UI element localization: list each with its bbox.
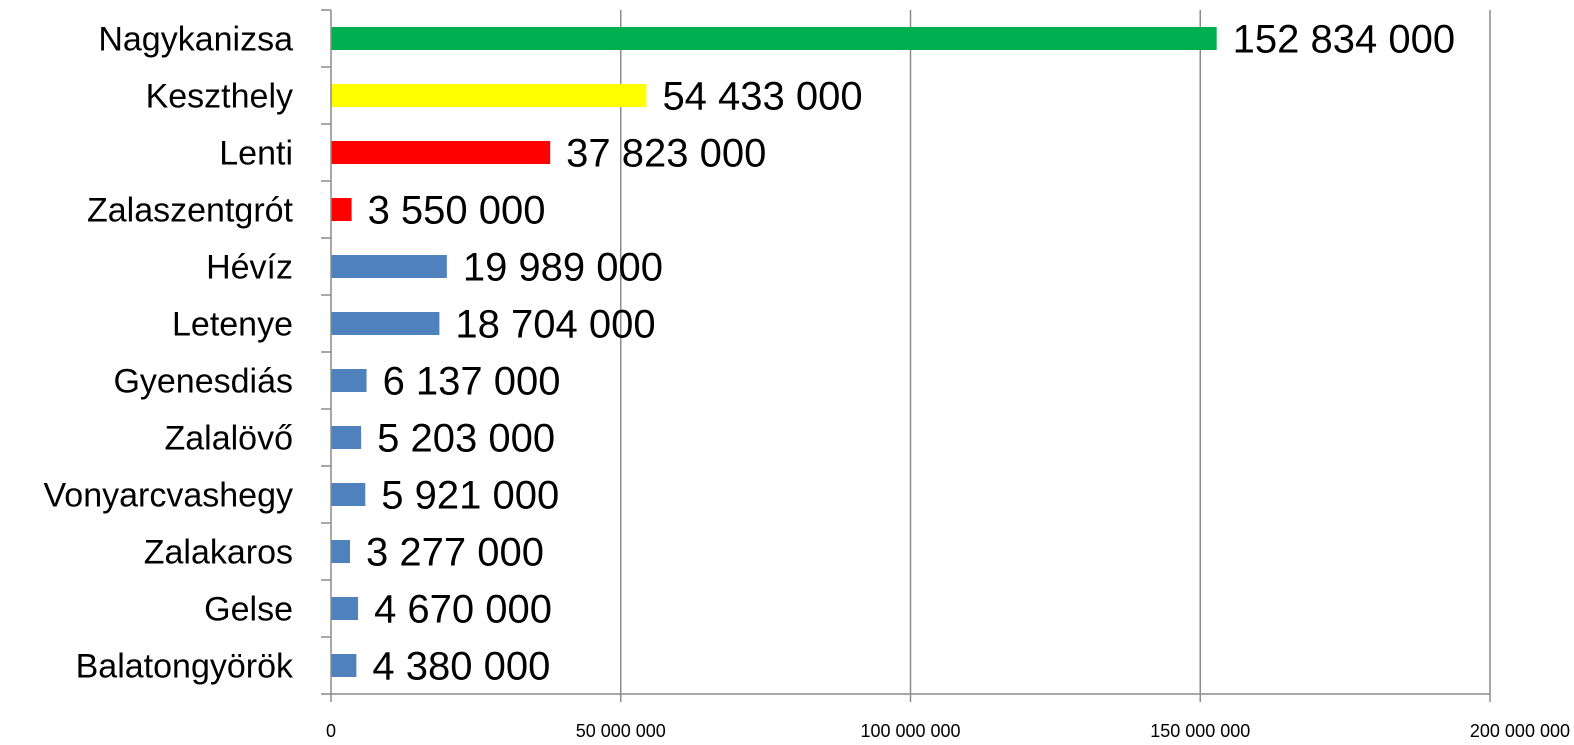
x-tick-label: 150 000 000	[1150, 721, 1250, 741]
category-label: Nagykanizsa	[98, 21, 293, 59]
data-label: 54 433 000	[662, 75, 862, 119]
bar-10	[331, 597, 359, 620]
data-label: 5 921 000	[381, 474, 559, 518]
category-label: Keszthely	[146, 78, 293, 116]
data-label: 4 670 000	[374, 588, 552, 632]
category-label: Balatongyörök	[76, 648, 294, 686]
bar-7	[331, 426, 362, 449]
data-label: 3 550 000	[368, 189, 546, 233]
data-label: 4 380 000	[372, 645, 550, 689]
data-label: 5 203 000	[377, 417, 555, 461]
data-label: 19 989 000	[463, 246, 663, 290]
data-label: 37 823 000	[566, 132, 766, 176]
labels: Nagykanizsa Keszthely Lenti Zalaszentgrót Hé…	[44, 18, 1571, 742]
bar-11	[331, 654, 357, 677]
x-tick-label: 200 000 000	[1470, 721, 1570, 741]
bar-5	[331, 312, 440, 335]
data-label: 3 277 000	[366, 531, 544, 575]
data-label: 152 834 000	[1233, 18, 1455, 62]
bar-0	[331, 27, 1217, 50]
x-tick-label: 0	[326, 721, 336, 741]
axes	[321, 9, 1491, 702]
x-tick-label: 100 000 000	[860, 721, 960, 741]
category-label: Gyenesdiás	[113, 363, 293, 401]
category-label: Zalaszentgrót	[87, 192, 294, 230]
bar-6	[331, 369, 367, 392]
bar-8	[331, 483, 366, 506]
bar-4	[331, 255, 447, 278]
bars	[331, 27, 1217, 677]
bar-9	[331, 540, 350, 563]
x-tick-label: 50 000 000	[576, 721, 666, 741]
data-label: 6 137 000	[383, 360, 561, 404]
gridlines	[620, 10, 1491, 694]
data-label: 18 704 000	[455, 303, 655, 347]
bar-3	[331, 198, 352, 221]
bar-2	[331, 141, 551, 164]
category-label: Zalakaros	[144, 534, 293, 572]
bar-1	[331, 84, 647, 107]
category-label: Hévíz	[206, 249, 293, 287]
category-label: Vonyarcvashegy	[44, 477, 294, 515]
category-label: Letenye	[172, 306, 293, 344]
category-label: Lenti	[219, 135, 293, 173]
category-label: Gelse	[204, 591, 293, 629]
category-label: Zalalövő	[164, 420, 293, 458]
